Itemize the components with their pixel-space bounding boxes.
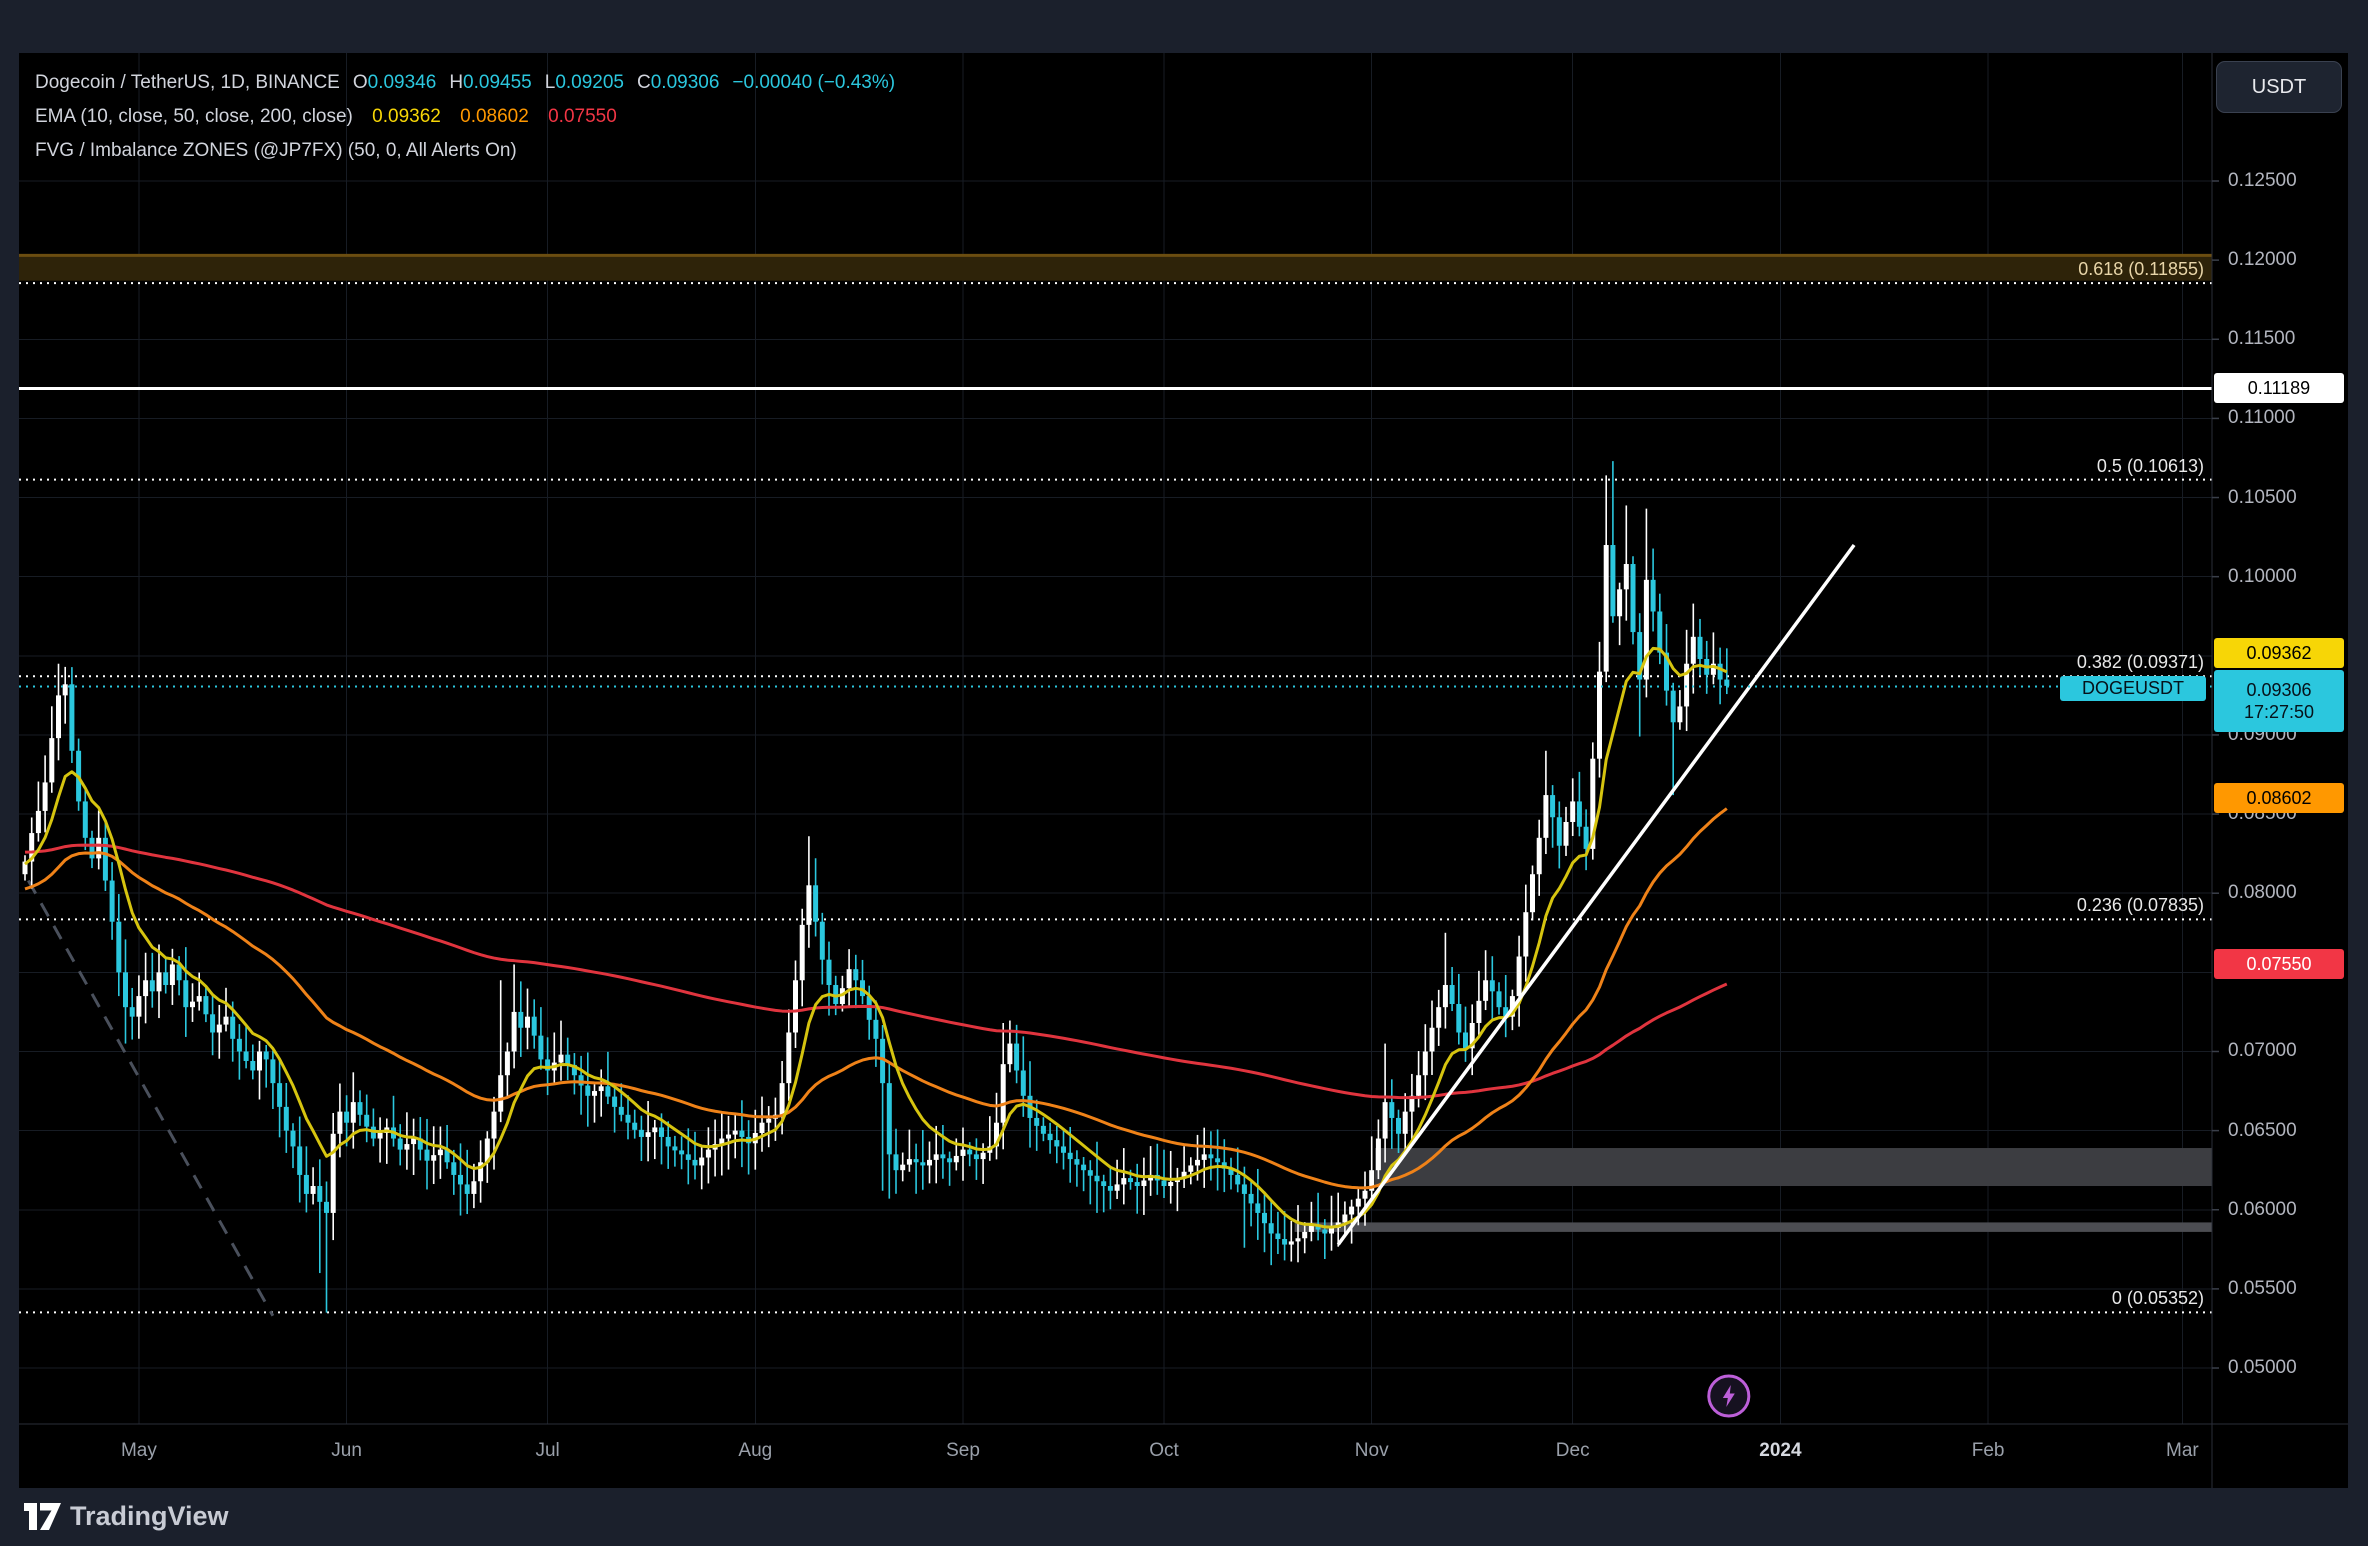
gray-downtrend-dashed[interactable] [27, 879, 275, 1317]
ema50-line[interactable] [24, 807, 1728, 1190]
fvg-title: FVG / Imbalance ZONES (@JP7FX) (50, 0, A… [35, 140, 517, 161]
ohlc-token: H0.09455 [449, 72, 532, 93]
legend-ema-row[interactable]: EMA (10, close, 50, close, 200, close) 0… [35, 106, 617, 128]
ema10-line[interactable] [24, 646, 1728, 1229]
chart-pane-bg [19, 53, 2348, 1488]
brand-name: TradingView [70, 1501, 229, 1531]
footer-bar: TradingView [0, 1488, 2368, 1546]
tradingview-logo-icon[interactable] [23, 1502, 63, 1532]
ema-title: EMA (10, close, 50, close, 200, close) [35, 106, 353, 127]
legend-fvg-row[interactable]: FVG / Imbalance ZONES (@JP7FX) (50, 0, A… [35, 140, 517, 162]
lightning-event-icon[interactable] [1707, 1374, 1751, 1418]
ema10-value: 0.09362 [372, 106, 441, 127]
ohlc-token: C0.09306 [637, 72, 720, 93]
ema50-value: 0.08602 [460, 106, 529, 127]
ohlc-token: L0.09205 [544, 72, 624, 93]
price-line-symbol-label: DOGEUSDT [2060, 676, 2206, 701]
ohlc-token: O0.09346 [352, 72, 437, 93]
currency-toggle-button[interactable]: USDT [2216, 61, 2342, 113]
fvg-brown-band [19, 255, 2212, 281]
ema200-line[interactable] [24, 843, 1728, 1100]
ema200-value: 0.07550 [548, 106, 617, 127]
imbalance-gray-zone [1375, 1148, 2212, 1187]
imbalance-gray-strip [1294, 1222, 2212, 1232]
white-uptrend[interactable] [1336, 543, 1856, 1246]
legend-symbol-row[interactable]: Dogecoin / TetherUS, 1D, BINANCE O0.09346… [35, 72, 895, 94]
symbol-title: Dogecoin / TetherUS, 1D, BINANCE [35, 72, 340, 93]
candles-down [69, 461, 1730, 1313]
ohlc-token: −0.00040 (−0.43%) [732, 72, 896, 93]
